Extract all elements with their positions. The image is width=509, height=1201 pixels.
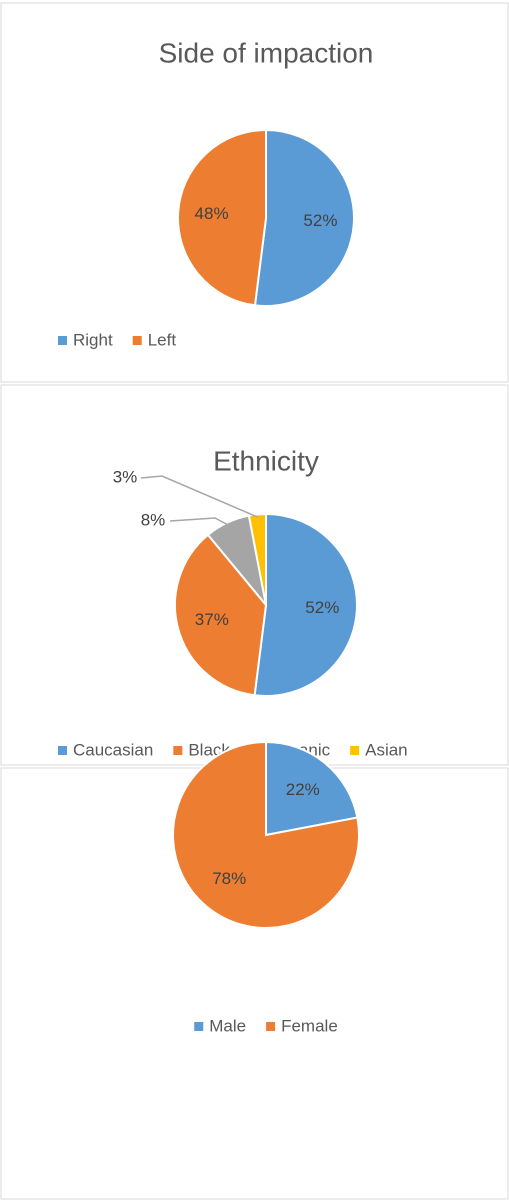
pie-slice	[253, 128, 355, 307]
data-label: 8%	[141, 510, 166, 529]
data-label: 37%	[195, 610, 229, 629]
legend-swatch	[266, 1022, 276, 1031]
panel	[0, 2, 509, 383]
legend-swatch	[58, 746, 67, 755]
pie-slice	[177, 128, 267, 307]
legend-swatch	[350, 746, 360, 755]
pie-slice	[174, 533, 268, 697]
legend-swatch	[173, 746, 183, 755]
pie-slice	[253, 512, 358, 697]
leader-line	[140, 475, 258, 518]
legend-label: Male	[209, 1016, 246, 1035]
legend: Male Female	[194, 1016, 338, 1035]
data-label: 3%	[113, 467, 138, 486]
pie-slice	[172, 740, 360, 929]
legend-label: Left	[148, 330, 177, 349]
legend-label: Right	[73, 330, 113, 349]
data-label: 22%	[286, 780, 320, 799]
pie-slice	[265, 740, 359, 837]
legend-swatch	[58, 336, 67, 345]
leader-line	[169, 517, 229, 526]
chart-title: Side of impaction	[159, 37, 374, 68]
legend: Right Left	[58, 330, 176, 349]
legend-label: Asian	[365, 740, 408, 759]
legend-swatch	[194, 1022, 204, 1031]
legend-label: Caucasian	[73, 740, 153, 759]
pie-slice	[247, 512, 267, 606]
chart-title: Ethnicity	[213, 445, 319, 476]
data-label: 52%	[303, 211, 337, 230]
data-label: 48%	[195, 204, 229, 223]
legend-swatch	[132, 336, 142, 345]
legend-label: Female	[281, 1016, 338, 1035]
data-label: 78%	[212, 869, 246, 888]
data-label: 52%	[305, 598, 339, 617]
